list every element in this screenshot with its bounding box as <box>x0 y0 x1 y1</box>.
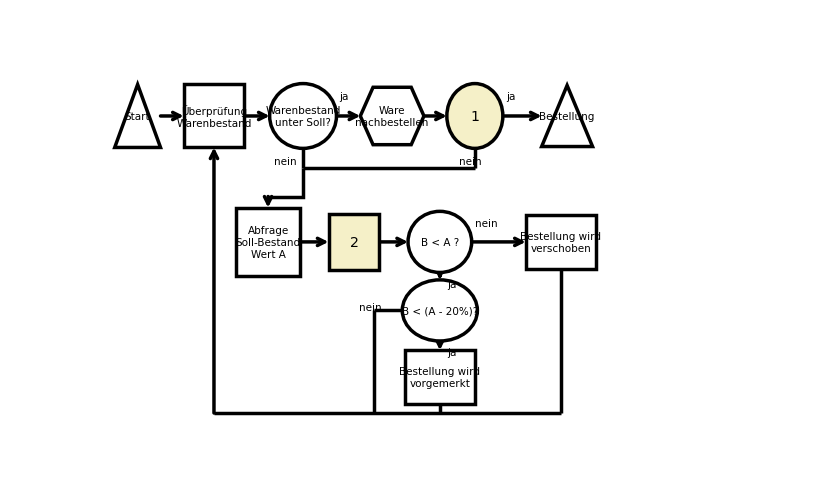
FancyBboxPatch shape <box>525 216 596 269</box>
Text: Warenbestand
unter Soll?: Warenbestand unter Soll? <box>265 106 341 128</box>
FancyBboxPatch shape <box>328 215 379 270</box>
Text: 1: 1 <box>470 110 479 124</box>
Text: Start: Start <box>125 112 150 122</box>
Text: nein: nein <box>359 302 382 312</box>
Ellipse shape <box>447 84 502 149</box>
Text: Abfrage
Soll-Bestand
Wert A: Abfrage Soll-Bestand Wert A <box>236 226 300 259</box>
Polygon shape <box>542 86 593 147</box>
Text: ja: ja <box>447 279 456 289</box>
Ellipse shape <box>269 84 337 149</box>
Text: Bestellung wird
verschoben: Bestellung wird verschoben <box>521 232 601 253</box>
FancyBboxPatch shape <box>236 208 300 276</box>
Text: B < A ?: B < A ? <box>420 238 459 247</box>
FancyBboxPatch shape <box>184 85 244 148</box>
Text: Bestellung: Bestellung <box>539 112 594 122</box>
Text: 2: 2 <box>350 235 359 250</box>
Text: Bestellung wird
vorgemerkt: Bestellung wird vorgemerkt <box>399 367 480 388</box>
Text: nein: nein <box>274 157 297 167</box>
Text: ja: ja <box>340 91 349 101</box>
Text: ja: ja <box>506 91 516 101</box>
Text: ja: ja <box>447 348 456 357</box>
Text: B < (A - 20%)?: B < (A - 20%)? <box>401 306 478 316</box>
Polygon shape <box>360 88 424 145</box>
Ellipse shape <box>408 212 472 273</box>
Polygon shape <box>115 85 161 148</box>
Text: nein: nein <box>475 219 498 229</box>
Text: Überprüfung
Warenbestand: Überprüfung Warenbestand <box>177 105 252 129</box>
Text: nein: nein <box>459 157 482 167</box>
FancyBboxPatch shape <box>405 350 475 404</box>
Text: Ware
nachbestellen: Ware nachbestellen <box>355 106 429 128</box>
Ellipse shape <box>402 280 477 341</box>
